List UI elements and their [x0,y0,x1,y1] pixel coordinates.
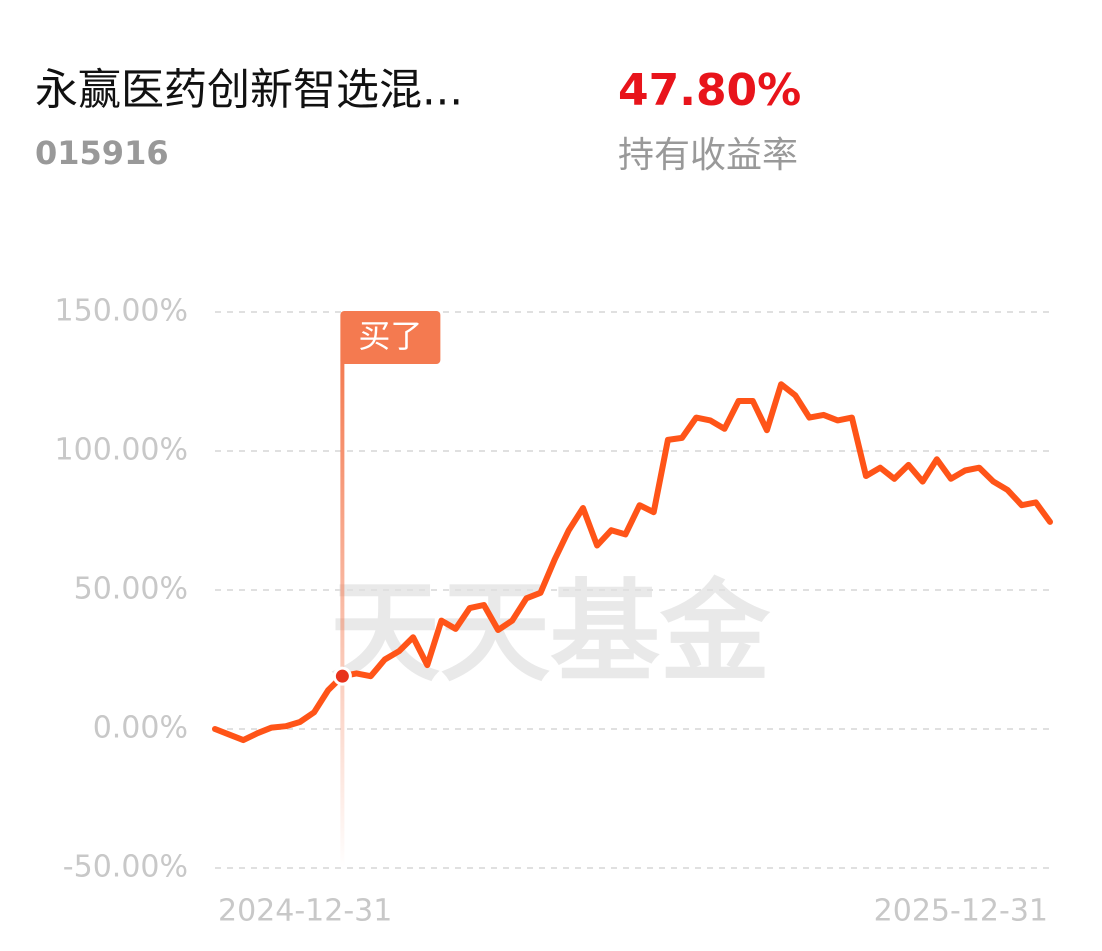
y-tick-label: 50.00% [74,572,188,607]
watermark: 天天基金 [330,568,771,696]
y-tick-label: 100.00% [55,433,188,468]
x-tick-label: 2024-12-31 [218,894,392,929]
y-tick-label: 0.00% [93,711,188,746]
buy-label: 买了 [358,317,422,355]
fund-title: 永赢医药创新智选混... [35,66,463,116]
price-line [212,381,1053,744]
return-value: 47.80% [618,65,801,116]
fund-code: 015916 [35,134,169,172]
return-label: 持有收益率 [618,135,798,176]
buy-line [340,360,345,868]
x-tick-label: 2025-12-31 [874,894,1048,929]
y-tick-label: 150.00% [55,294,188,329]
buy-label-box [340,311,441,364]
y-tick-label: -50.00% [63,850,188,885]
buy-point [332,666,352,686]
